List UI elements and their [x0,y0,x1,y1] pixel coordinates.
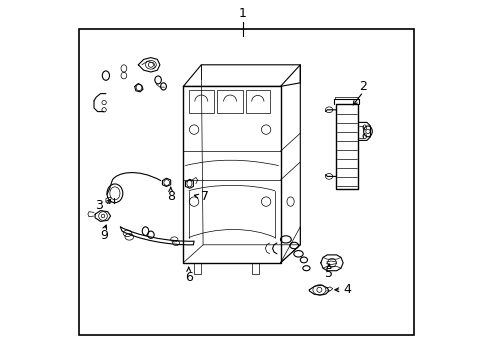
Bar [246,90,269,113]
Text: 3: 3 [95,199,102,212]
Bar [183,86,280,263]
Text: 9: 9 [100,229,108,242]
Text: 7: 7 [201,190,208,203]
Bar [188,90,213,113]
Text: 2: 2 [359,80,366,93]
Text: 6: 6 [184,271,192,284]
Bar [217,90,242,113]
Text: 5: 5 [325,267,332,280]
Text: 8: 8 [166,190,174,203]
Text: 4: 4 [343,283,350,296]
Bar [336,104,357,189]
Bar [79,29,413,335]
Text: 1: 1 [238,7,246,20]
